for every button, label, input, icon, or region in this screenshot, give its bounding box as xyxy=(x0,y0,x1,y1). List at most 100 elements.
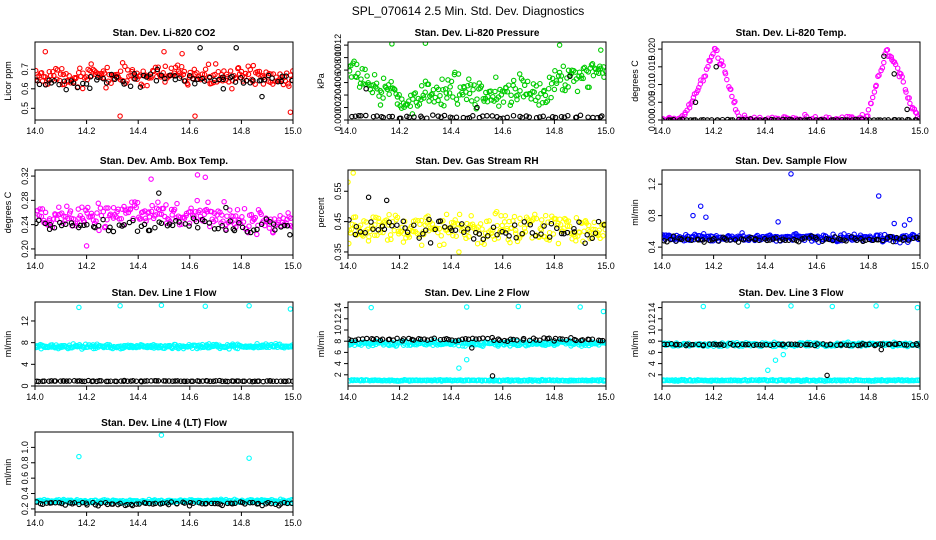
data-point xyxy=(554,377,560,383)
y-tick-label: 0.32 xyxy=(20,167,30,185)
data-point xyxy=(104,64,110,71)
x-tick-label: 14.0 xyxy=(653,392,671,402)
data-point xyxy=(814,236,820,242)
data-point xyxy=(765,367,771,374)
data-point xyxy=(196,378,202,385)
data-point xyxy=(186,223,192,229)
data-point xyxy=(662,238,667,244)
y-tick-label: 0.010 xyxy=(333,46,343,69)
panel-title: Stan. Dev. Li-820 Temp. xyxy=(736,28,847,39)
data-point xyxy=(173,218,179,224)
data-point xyxy=(787,377,794,383)
data-point xyxy=(220,74,226,80)
data-point xyxy=(476,336,482,342)
data-point xyxy=(674,341,680,348)
data-point xyxy=(254,68,261,75)
data-point xyxy=(690,341,696,348)
data-point xyxy=(246,223,252,229)
data-point xyxy=(152,500,159,507)
data-point xyxy=(496,337,503,344)
data-point xyxy=(579,337,586,343)
data-point xyxy=(411,222,417,228)
data-point xyxy=(241,205,248,212)
data-point xyxy=(459,91,466,98)
data-point xyxy=(396,92,402,98)
data-point xyxy=(698,77,704,83)
data-point xyxy=(247,66,254,73)
data-point xyxy=(348,240,352,247)
data-point xyxy=(232,213,239,219)
data-point xyxy=(753,341,760,348)
data-point xyxy=(443,90,450,96)
data-point xyxy=(272,227,278,233)
data-point xyxy=(891,71,897,77)
x-tick-label: 14.2 xyxy=(78,518,96,528)
y-tick-label: 12 xyxy=(20,316,30,326)
data-point xyxy=(464,228,470,235)
data-point xyxy=(695,87,701,94)
data-point xyxy=(452,338,459,344)
data-point xyxy=(349,113,355,120)
data-point xyxy=(792,117,798,120)
data-point xyxy=(474,104,480,111)
data-point xyxy=(442,224,448,230)
data-point xyxy=(176,75,183,81)
data-point xyxy=(821,342,828,349)
data-point xyxy=(181,78,188,84)
data-point xyxy=(130,378,136,384)
x-tick-label: 14.0 xyxy=(339,261,357,271)
data-point xyxy=(350,170,356,176)
data-point xyxy=(819,238,826,244)
data-point xyxy=(197,207,203,214)
data-point xyxy=(42,220,48,227)
data-point xyxy=(103,80,110,86)
data-point xyxy=(214,500,221,507)
data-point xyxy=(598,65,604,72)
data-point xyxy=(128,378,134,384)
data-point xyxy=(36,217,42,224)
data-point xyxy=(56,500,63,506)
data-point xyxy=(229,501,236,507)
data-point xyxy=(881,53,887,59)
data-point xyxy=(449,337,455,343)
data-point xyxy=(87,85,93,92)
data-point xyxy=(352,214,359,220)
data-point xyxy=(532,233,539,239)
data-point xyxy=(353,61,360,68)
data-point xyxy=(869,94,876,101)
data-point xyxy=(418,242,425,249)
data-point xyxy=(662,232,666,238)
y-tick-label: 0.28 xyxy=(20,192,30,210)
data-point xyxy=(153,378,160,384)
data-point xyxy=(791,236,797,243)
x-tick-label: 14.0 xyxy=(339,126,357,136)
data-point xyxy=(263,216,270,222)
data-point xyxy=(150,501,156,507)
data-point xyxy=(410,337,417,343)
data-point xyxy=(364,335,370,342)
data-point xyxy=(488,230,495,237)
data-point xyxy=(463,96,470,103)
data-point xyxy=(573,337,579,344)
data-point xyxy=(600,308,606,315)
data-point xyxy=(677,341,683,348)
data-point xyxy=(516,71,523,77)
data-point xyxy=(805,341,811,348)
data-point xyxy=(490,227,496,233)
data-point xyxy=(823,236,829,242)
data-point xyxy=(602,377,606,384)
data-point xyxy=(716,342,722,348)
x-tick-label: 15.0 xyxy=(911,261,929,271)
data-point xyxy=(192,80,198,87)
data-point xyxy=(813,117,819,120)
data-point xyxy=(100,75,107,82)
data-point xyxy=(132,76,138,82)
data-point xyxy=(550,231,557,237)
data-point xyxy=(63,378,70,384)
x-tick-label: 14.2 xyxy=(78,126,96,136)
x-tick-label: 14.8 xyxy=(233,261,251,271)
data-point xyxy=(421,336,428,342)
data-point xyxy=(828,117,835,120)
data-point xyxy=(687,117,694,120)
data-point xyxy=(180,71,187,78)
